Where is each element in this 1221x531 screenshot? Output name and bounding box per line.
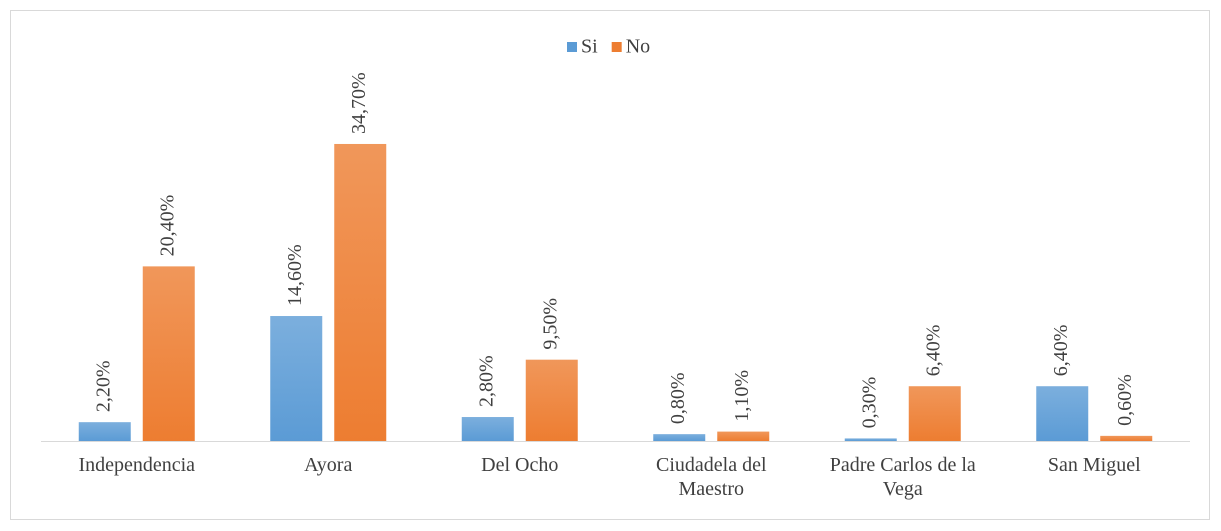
x-tick-label: Del Ocho <box>481 454 559 476</box>
bar <box>844 438 897 441</box>
data-label: 6,40% <box>922 325 944 377</box>
x-tick-label: San Miguel <box>1047 454 1141 476</box>
bar <box>653 434 706 441</box>
legend-swatch <box>611 42 622 52</box>
bar <box>717 431 770 441</box>
data-label: 9,50% <box>539 298 561 350</box>
data-label: 1,10% <box>731 370 753 422</box>
data-label: 0,60% <box>1114 374 1136 426</box>
data-label: 14,60% <box>284 244 306 306</box>
legend-label: Si <box>581 36 598 58</box>
x-tick-label: Independencia <box>78 454 196 476</box>
bar <box>1100 435 1153 441</box>
bar <box>142 266 195 441</box>
x-tick-label: Ciudadela del Maestro <box>655 454 767 500</box>
legend-swatch <box>567 42 577 52</box>
bar <box>525 359 578 441</box>
bar <box>908 386 961 441</box>
bar <box>334 143 387 441</box>
x-tick-label: Padre Carlos de la Vega <box>829 454 976 500</box>
legend-label: No <box>626 36 650 58</box>
data-label: 20,40% <box>156 195 178 257</box>
data-label: 2,20% <box>92 360 114 412</box>
data-label: 2,80% <box>475 355 497 407</box>
bar <box>270 316 323 441</box>
data-label: 0,30% <box>858 377 880 429</box>
chart-border <box>10 10 1210 520</box>
data-label: 6,40% <box>1050 325 1072 377</box>
data-label: 34,70% <box>348 72 370 134</box>
bar <box>1036 386 1089 441</box>
data-label: 0,80% <box>667 372 689 424</box>
x-tick-label: Ayora <box>304 454 353 476</box>
bar <box>461 417 514 441</box>
bar <box>78 422 131 441</box>
